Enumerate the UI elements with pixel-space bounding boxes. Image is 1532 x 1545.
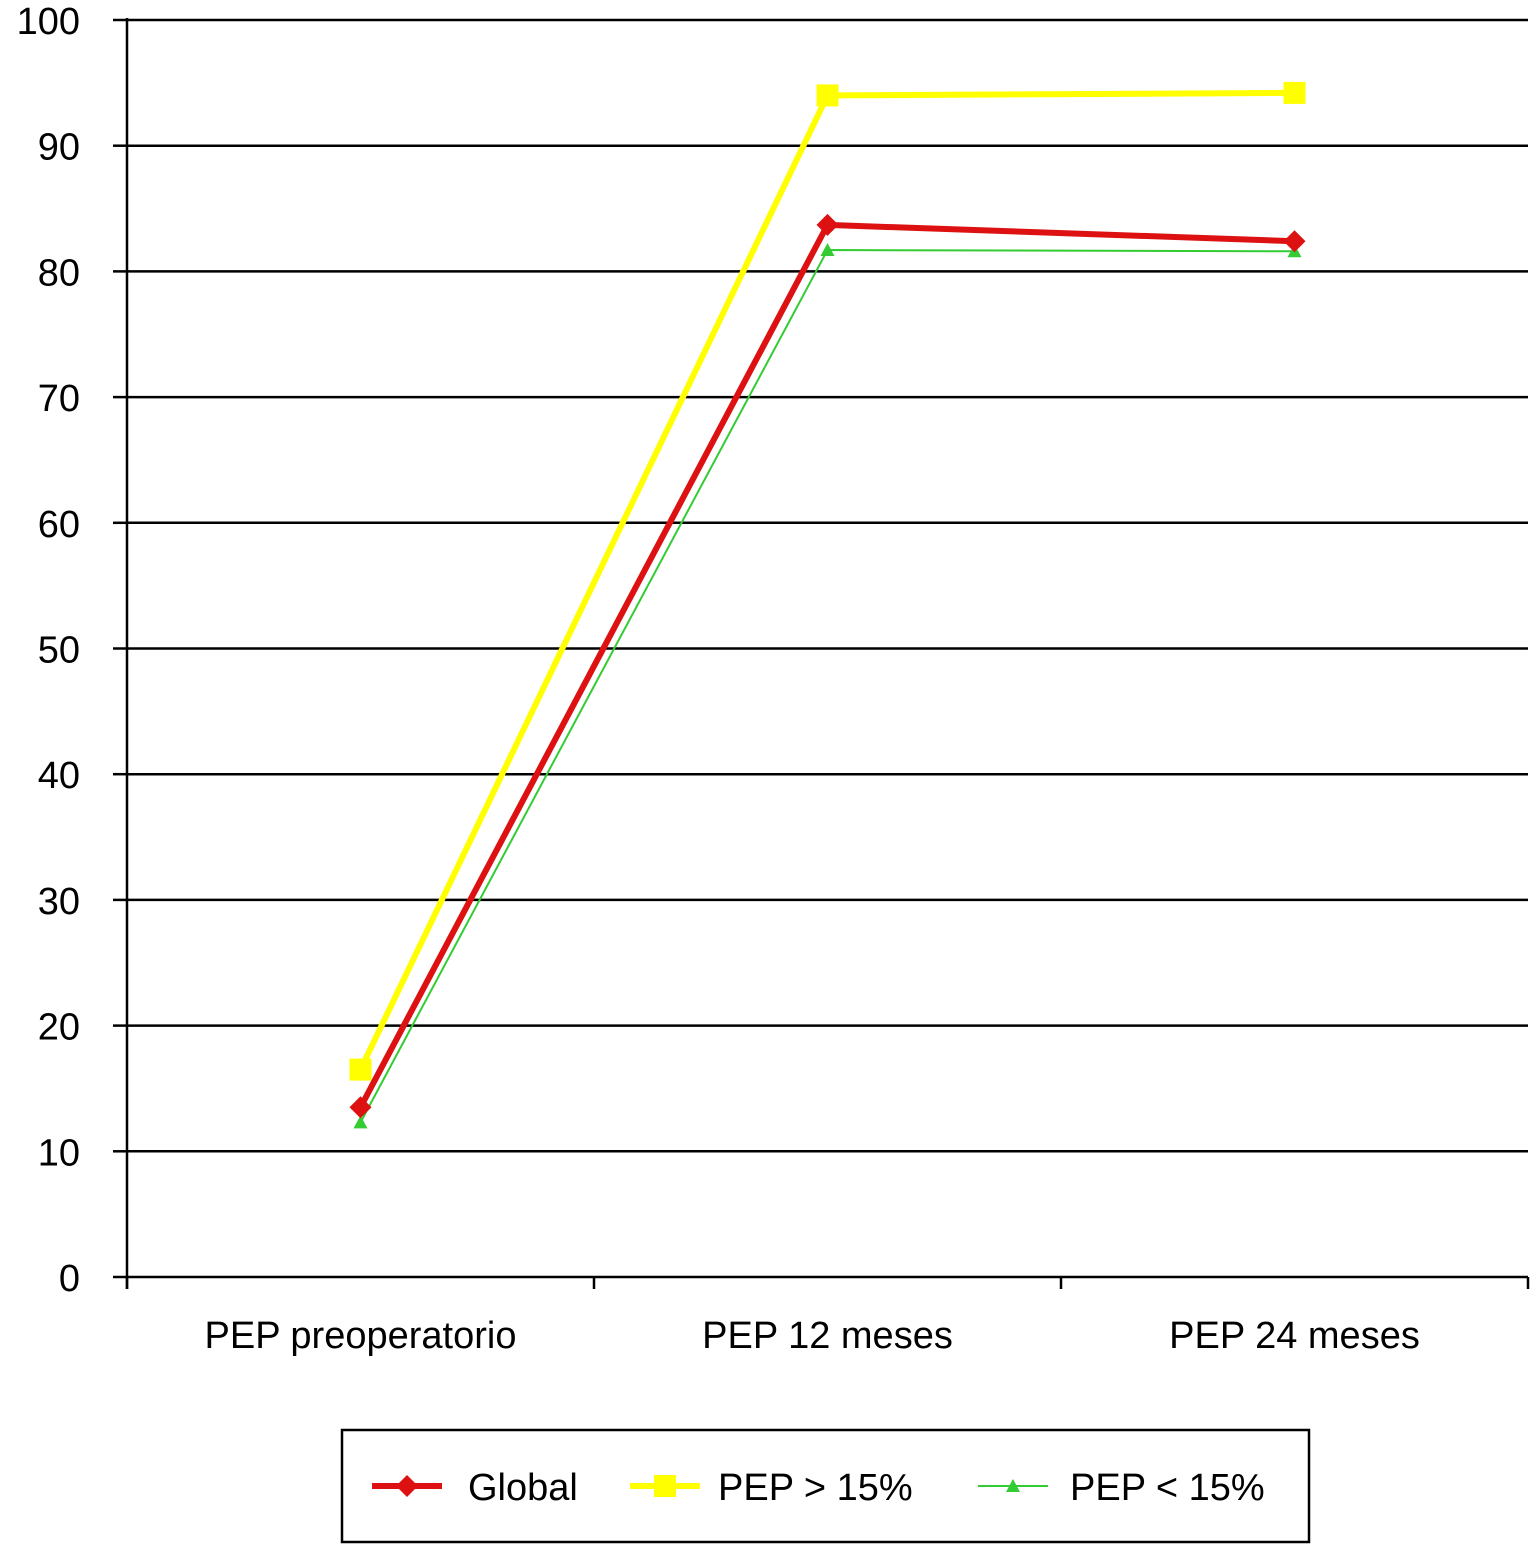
- axes: [113, 18, 1530, 1289]
- legend-label-global: Global: [468, 1467, 578, 1509]
- legend: Global PEP > 15% PEP < 15%: [340, 1428, 1311, 1544]
- data-point-global-pep-preoperatorio: [349, 1096, 372, 1119]
- gridlines: [127, 18, 1528, 1153]
- data-point-pep-15-pep-preoperatorio: [349, 1058, 372, 1081]
- legend-label-pep-15: PEP < 15%: [1070, 1467, 1265, 1509]
- legend-item-pep-15: PEP < 15%: [978, 1467, 1265, 1509]
- x-tick-label-pep-12-meses: PEP 12 meses: [702, 1315, 953, 1357]
- series-lines: [349, 81, 1306, 1129]
- legend-item-pep-15: PEP > 15%: [630, 1467, 913, 1509]
- y-tick-label-100: 100: [17, 1, 80, 43]
- x-tick-label-pep-24-meses: PEP 24 meses: [1169, 1315, 1420, 1357]
- y-tick-label-70: 70: [38, 378, 80, 420]
- y-tick-label-40: 40: [38, 755, 80, 797]
- series-pep-15: [353, 243, 1302, 1129]
- legend-item-global: Global: [372, 1467, 578, 1509]
- y-tick-label-60: 60: [38, 504, 80, 546]
- y-tick-label-30: 30: [38, 881, 80, 923]
- data-point-global-pep-12-meses: [816, 213, 839, 236]
- y-tick-label-0: 0: [59, 1258, 80, 1300]
- data-point-pep-15-pep-24-meses: [1283, 81, 1306, 104]
- x-axis-tick-labels: PEP preoperatorio PEP 12 meses PEP 24 mese…: [205, 1315, 1420, 1357]
- y-tick-label-80: 80: [38, 252, 80, 294]
- series-line-global: [357, 221, 1295, 1109]
- x-tick-label-pep-preoperatorio: PEP preoperatorio: [205, 1315, 517, 1357]
- series-line-pep-15: [359, 249, 1295, 1123]
- series-pep-15: [349, 81, 1306, 1081]
- legend-swatch-marker-pep-15: [654, 1475, 676, 1497]
- legend-swatch-marker-pep-15: [1006, 1479, 1020, 1492]
- y-axis-tick-labels: 0 10 20 30 40 50 60 70 80 90 100: [17, 1, 80, 1300]
- data-point-pep-15-pep-12-meses: [820, 243, 835, 257]
- y-tick-label-90: 90: [38, 127, 80, 169]
- y-tick-label-10: 10: [38, 1132, 80, 1174]
- data-point-pep-15-pep-12-meses: [816, 84, 839, 107]
- series-global: [349, 213, 1306, 1119]
- y-tick-label-50: 50: [38, 630, 80, 672]
- legend-label-pep-15: PEP > 15%: [718, 1467, 913, 1509]
- legend-box: [340, 1428, 1311, 1544]
- series-line-pep-15: [357, 89, 1295, 1071]
- data-point-global-pep-24-meses: [1283, 230, 1306, 253]
- legend-swatch-marker-global: [396, 1475, 418, 1497]
- data-point-pep-15-pep-preoperatorio: [353, 1115, 368, 1129]
- y-tick-label-20: 20: [38, 1007, 80, 1049]
